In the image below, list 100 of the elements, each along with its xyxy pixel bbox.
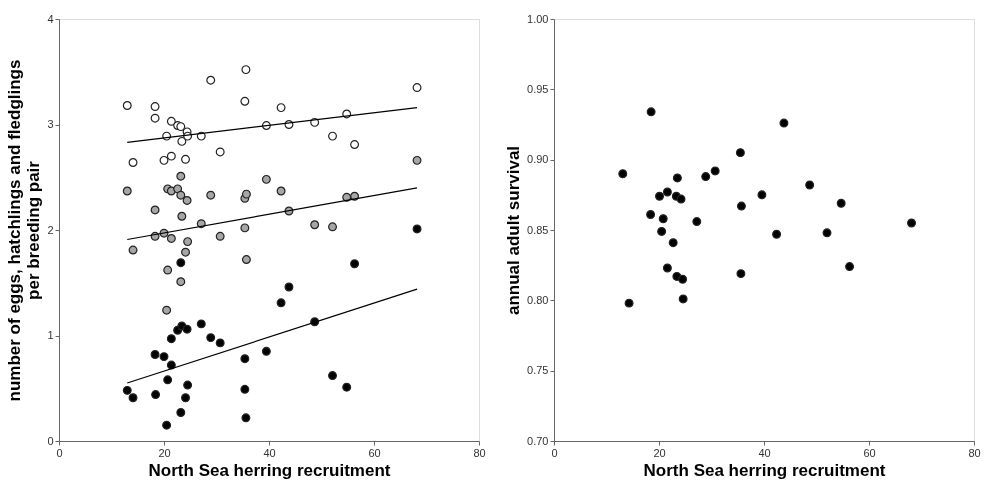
point [215, 147, 225, 157]
point [328, 371, 337, 381]
point [678, 294, 688, 304]
point [128, 245, 138, 255]
point [261, 346, 271, 356]
point [166, 116, 176, 126]
point [822, 228, 832, 238]
point [215, 231, 225, 241]
point [240, 96, 250, 106]
point [206, 333, 216, 343]
point [710, 166, 720, 176]
point [183, 380, 193, 390]
point [350, 140, 360, 150]
y-tick-label: 0 [47, 434, 54, 447]
point [240, 354, 250, 364]
x-tick-label: 20 [653, 446, 666, 459]
point [159, 352, 169, 362]
point [150, 205, 160, 215]
point [678, 274, 688, 284]
point [618, 169, 628, 179]
x-tick-label: 40 [263, 446, 276, 459]
point [328, 131, 337, 141]
y-tick-label: 0.85 [527, 223, 549, 236]
point [176, 171, 186, 181]
point [181, 247, 190, 257]
point [836, 198, 846, 208]
y-axis-title: annual adult survival [504, 145, 524, 316]
y-axis-title: number of eggs, hatchlings and fledglings per breeding pair [5, 59, 44, 402]
point [736, 269, 746, 279]
point [646, 210, 656, 219]
point [128, 158, 138, 167]
x-tick-label: 80 [968, 446, 981, 459]
point [276, 298, 286, 308]
y-tick-label: 0.90 [527, 153, 549, 166]
point [735, 148, 745, 158]
y-tick-label: 0.70 [527, 434, 549, 447]
point [166, 334, 176, 344]
point [176, 408, 186, 417]
point [662, 187, 672, 197]
point [328, 222, 337, 232]
point [166, 233, 176, 243]
point [128, 393, 138, 403]
point [122, 186, 132, 196]
point [182, 324, 192, 334]
x-tick-label: 0 [56, 446, 63, 459]
point [177, 136, 187, 146]
point [166, 151, 176, 161]
point [196, 319, 206, 329]
point [676, 194, 686, 204]
point [412, 224, 422, 234]
y-tick-label: 2 [47, 223, 54, 236]
point [284, 282, 294, 292]
point [701, 172, 711, 182]
y-tick-label: 3 [47, 118, 54, 130]
point [342, 382, 352, 392]
y-tick-label: 0.95 [527, 82, 549, 95]
point [151, 390, 161, 400]
point [276, 103, 286, 113]
x-axis-title: North Sea herring recruitment [148, 460, 391, 480]
y-tick-label: 4 [47, 12, 54, 25]
x-tick-label: 0 [551, 446, 558, 459]
point [183, 237, 193, 247]
point [736, 201, 746, 211]
point [150, 350, 160, 359]
point [240, 223, 250, 233]
x-tick-label: 80 [473, 446, 486, 459]
point [779, 118, 789, 128]
point [655, 191, 664, 201]
point [241, 65, 251, 75]
point [310, 220, 320, 230]
point [122, 101, 132, 110]
x-tick-label: 60 [863, 446, 876, 459]
point [162, 420, 172, 430]
point [657, 226, 667, 236]
y-tick-label: 1 [47, 329, 54, 341]
point [176, 258, 186, 268]
point [163, 265, 173, 275]
point [162, 305, 172, 315]
point [845, 262, 855, 272]
point [181, 393, 190, 403]
point [757, 190, 767, 200]
point [176, 277, 186, 287]
point [181, 154, 190, 164]
x-tick-label: 40 [758, 446, 771, 459]
y-tick-label: 1.00 [527, 12, 549, 25]
x-tick-label: 60 [368, 446, 381, 459]
point [176, 190, 186, 200]
point [658, 214, 668, 224]
point [412, 83, 422, 93]
point [241, 189, 251, 199]
point [163, 375, 173, 385]
point [177, 211, 187, 221]
x-tick-label: 20 [158, 446, 171, 459]
point [805, 180, 815, 190]
point [662, 263, 672, 273]
point [412, 155, 422, 165]
point [206, 190, 216, 200]
point [276, 186, 286, 196]
point [159, 155, 169, 165]
point [206, 75, 216, 85]
